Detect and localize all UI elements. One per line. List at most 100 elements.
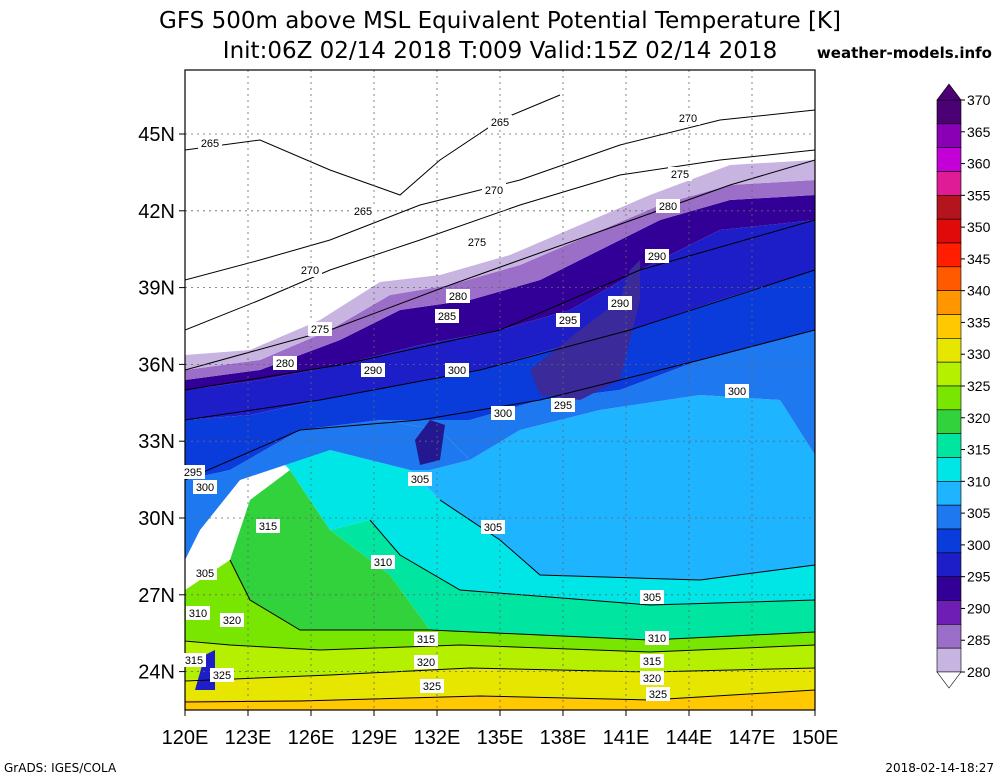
colorbar-segment [936,504,962,530]
contour-270 [185,109,815,281]
colorbar-label: 345 [967,251,991,267]
colorbar-segment [936,361,962,387]
contour-label-box [193,480,217,494]
colorbar-label: 280 [967,664,991,680]
colorbar-label: 330 [967,346,991,362]
contour-label-box [668,167,692,181]
contour-315 [185,640,815,653]
contour-label: 310 [189,608,207,620]
contour-label: 265 [491,117,509,129]
colorbar-label: 325 [967,378,991,394]
contour-label: 275 [468,237,486,249]
lon-tick-label: 150E [792,727,839,749]
contour-label-box [646,687,670,701]
colorbar-label: 285 [967,632,991,648]
lon-tick-label: 120E [162,727,209,749]
contour-label-box [551,398,575,412]
contour-label-box [445,363,469,377]
contour-label-box [482,183,506,197]
contour-label-box [640,671,664,685]
contour-label-box [556,313,580,327]
lon-tick-label: 138E [540,727,587,749]
contour-label-box [481,520,505,534]
colorbar-segment [936,338,962,363]
lat-tick-label: 45N [138,124,175,146]
contour-325 [185,689,815,703]
contour-label-box [656,199,680,213]
contour-label: 310 [374,557,392,569]
contour-295 [185,329,815,481]
colorbar-label: 295 [967,569,991,585]
colorbar-label: 340 [967,283,991,299]
contour-label-box [676,111,700,125]
contour-label: 305 [196,568,214,580]
contour-305 [369,519,815,606]
colorbar-segment [936,99,962,125]
contour-label: 290 [364,365,382,377]
band-cyan [280,450,815,605]
credit-label: GrADS: IGES/COLA [4,761,117,775]
colorbar-segment [936,457,962,482]
contour-label: 320 [223,615,241,627]
colorbar-segment [936,552,962,577]
contour-300 [439,499,815,581]
contour-label: 305 [411,474,429,486]
lon-tick-label: 132E [414,727,461,749]
colorbar-segment [936,433,962,458]
contour-label-box [645,249,669,263]
contour-label-box [414,655,438,669]
contour-label: 270 [679,113,697,125]
colorbar-label: 300 [967,537,991,553]
contour-label-box [640,654,664,668]
contour-label-box [608,296,632,310]
colorbar-label: 360 [967,156,991,172]
contour-label-box [256,519,280,533]
colorbar-segment [936,290,962,315]
lon-tick-label: 135E [477,727,524,749]
band-305 [330,520,815,640]
colorbar-label: 315 [967,442,991,458]
chart-title: GFS 500m above MSL Equivalent Potential … [159,8,841,34]
contour-label-box [420,679,444,693]
band-290 [185,270,815,480]
colorbar-label: 290 [967,600,991,616]
contour-label-box [414,632,438,646]
contour-label: 290 [611,298,629,310]
lat-tick-label: 42N [138,201,175,223]
contour-label: 270 [301,265,319,277]
contour-label-box [210,668,234,682]
contour-label: 325 [423,681,441,693]
contour-label-box [273,356,297,370]
lat-tick-label: 27N [138,585,175,607]
contour-label: 320 [417,657,435,669]
band-270 [185,160,815,370]
latitude-axis: 24N 27N 30N 33N 36N 39N 42N 45N [138,124,185,684]
contour-320 [185,667,815,682]
contour-label: 300 [448,365,466,377]
colorbar-label: 310 [967,473,991,489]
contour-label: 280 [276,358,294,370]
contour-label: 270 [485,185,503,197]
contour-label: 315 [185,655,203,667]
colorbar-segment [936,218,962,244]
contour-label-box [308,322,332,336]
chart-subtitle: Init:06Z 02/14 2018 T:009 Valid:15Z 02/1… [222,38,778,64]
lon-tick-label: 144E [666,727,713,749]
contour-label: 275 [311,324,329,336]
lon-tick-label: 126E [288,727,335,749]
contour-label: 265 [201,138,219,150]
colorbar-segment [936,385,962,411]
colorbar-bottom-arrow [936,671,962,689]
contour-label: 325 [649,689,667,701]
band-310b [230,470,430,630]
contour-label-box [298,263,322,277]
contour-label: 300 [494,408,512,420]
contour-290 [185,269,815,421]
contour-label-box [491,406,515,420]
contour-label: 315 [417,634,435,646]
contour-lines [185,94,815,703]
contour-label: 305 [484,522,502,534]
japan-honshu [530,260,640,400]
contour-label: 265 [354,206,372,218]
